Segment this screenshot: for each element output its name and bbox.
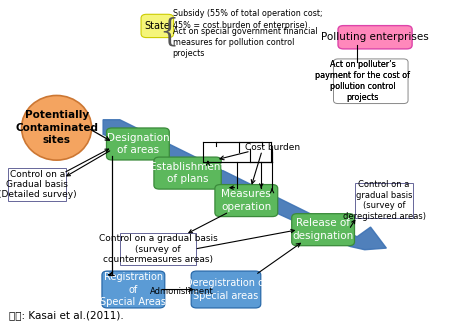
- FancyBboxPatch shape: [102, 271, 165, 308]
- Text: Admonishment: Admonishment: [150, 287, 213, 296]
- Text: Establishment
of plans: Establishment of plans: [150, 162, 225, 184]
- Text: Act on special government financial
measures for pollution control
projects: Act on special government financial meas…: [173, 27, 317, 58]
- Polygon shape: [103, 120, 386, 250]
- Text: Cost burden: Cost burden: [244, 143, 300, 152]
- Text: State: State: [144, 21, 170, 31]
- FancyBboxPatch shape: [333, 59, 408, 104]
- Text: {: {: [159, 16, 178, 47]
- Text: 자료: Kasai et al.(2011).: 자료: Kasai et al.(2011).: [9, 310, 124, 320]
- FancyBboxPatch shape: [191, 271, 261, 308]
- Text: Control on a
Gradual basis
(Detailed survey): Control on a Gradual basis (Detailed sur…: [0, 170, 77, 199]
- Ellipse shape: [22, 95, 92, 160]
- FancyBboxPatch shape: [355, 183, 414, 218]
- FancyBboxPatch shape: [141, 14, 174, 38]
- Text: Registration
of
Special Areas: Registration of Special Areas: [100, 272, 166, 307]
- Text: Measures
operation: Measures operation: [221, 189, 272, 212]
- FancyBboxPatch shape: [292, 214, 355, 246]
- Text: Control on a gradual basis
(survey of
countermeasures areas): Control on a gradual basis (survey of co…: [99, 234, 218, 264]
- Text: Potentially
Contaminated
sites: Potentially Contaminated sites: [15, 111, 98, 145]
- Text: Subsidy (55% of total operation cost;
45% = cost burden of enterprise): Subsidy (55% of total operation cost; 45…: [173, 10, 322, 29]
- Text: Act on polluter’s
payment for the cost of
pollution control
projects: Act on polluter’s payment for the cost o…: [315, 60, 410, 102]
- FancyBboxPatch shape: [120, 233, 196, 265]
- FancyBboxPatch shape: [8, 168, 66, 201]
- FancyBboxPatch shape: [215, 184, 278, 216]
- Text: Act on polluter’s
payment for the cost of
pollution control
projects: Act on polluter’s payment for the cost o…: [315, 60, 410, 102]
- Text: Deregistration of
Special areas: Deregistration of Special areas: [185, 278, 267, 301]
- Text: Polluting enterprises: Polluting enterprises: [321, 32, 429, 42]
- FancyBboxPatch shape: [338, 26, 412, 49]
- FancyBboxPatch shape: [154, 157, 221, 189]
- Text: Control on a
gradual basis
(survey of
deregistered areas): Control on a gradual basis (survey of de…: [343, 181, 426, 221]
- Text: Release of
designation: Release of designation: [292, 218, 354, 241]
- Text: Designation
of areas: Designation of areas: [106, 133, 169, 155]
- FancyBboxPatch shape: [106, 128, 169, 160]
